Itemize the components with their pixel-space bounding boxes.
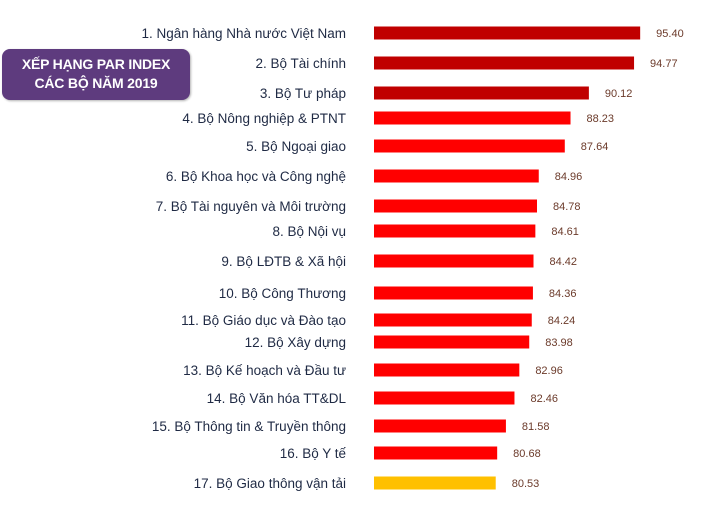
bar (374, 26, 641, 40)
bar (374, 446, 498, 460)
chart-title-line-1: XẾP HẠNG PAR INDEX (21, 56, 171, 72)
bar (374, 224, 536, 238)
value-label: 82.46 (530, 393, 558, 405)
value-label: 80.68 (513, 448, 541, 460)
category-label: 2. Bộ Tài chính (255, 56, 346, 71)
category-label: 3. Bộ Tư pháp (260, 86, 346, 101)
chart-title-badge: XẾP HẠNG PAR INDEX CÁC BỘ NĂM 2019 (2, 49, 190, 100)
category-label: 6. Bộ Khoa học và Công nghệ (166, 169, 346, 184)
category-label: 12. Bộ Xây dựng (245, 335, 346, 350)
bar (374, 419, 506, 433)
value-label: 84.24 (548, 315, 576, 327)
bar (374, 476, 496, 490)
category-label: 17. Bộ Giao thông vận tải (194, 476, 346, 491)
category-label: 8. Bộ Nội vụ (272, 224, 346, 239)
bar (374, 169, 539, 183)
value-label: 87.64 (581, 141, 609, 153)
category-label: 13. Bộ Kế hoạch và Đầu tư (183, 363, 346, 378)
category-label: 10. Bộ Công Thương (219, 286, 346, 301)
value-label: 84.42 (550, 256, 578, 268)
category-label: 4. Bộ Nông nghiệp & PTNT (182, 111, 346, 126)
bar (374, 199, 538, 213)
value-label: 84.78 (553, 201, 581, 213)
value-label: 80.53 (512, 478, 540, 490)
category-label: 14. Bộ Văn hóa TT&DL (207, 391, 347, 406)
value-label: 94.77 (650, 58, 678, 70)
value-label: 84.61 (551, 226, 579, 238)
category-label: 16. Bộ Y tế (280, 446, 347, 461)
chart-title-line-2: CÁC BỘ NĂM 2019 (34, 75, 158, 91)
bar (374, 111, 571, 125)
bar (374, 139, 565, 153)
bar (374, 56, 635, 70)
bar (374, 335, 530, 349)
category-label: 15. Bộ Thông tin & Truyền thông (152, 419, 346, 434)
bar (374, 286, 533, 300)
value-label: 82.96 (535, 365, 563, 377)
value-label: 81.58 (522, 421, 550, 433)
value-label: 83.98 (545, 337, 573, 349)
category-label: 5. Bộ Ngoại giao (246, 139, 346, 154)
bar (374, 313, 532, 327)
category-label: 1. Ngân hàng Nhà nước Việt Nam (141, 26, 346, 41)
value-label: 90.12 (605, 88, 633, 100)
value-label: 84.36 (549, 288, 577, 300)
bar (374, 363, 520, 377)
category-label: 11. Bộ Giáo dục và Đào tạo (181, 313, 346, 328)
bar (374, 254, 534, 268)
category-label: 9. Bộ LĐTB & Xã hội (221, 254, 346, 269)
bar (374, 391, 515, 405)
value-label: 95.40 (656, 28, 684, 40)
bar (374, 86, 589, 100)
category-label: 7. Bộ Tài nguyên và Môi trường (156, 199, 346, 214)
value-label: 88.23 (587, 113, 615, 125)
value-label: 84.96 (555, 171, 583, 183)
